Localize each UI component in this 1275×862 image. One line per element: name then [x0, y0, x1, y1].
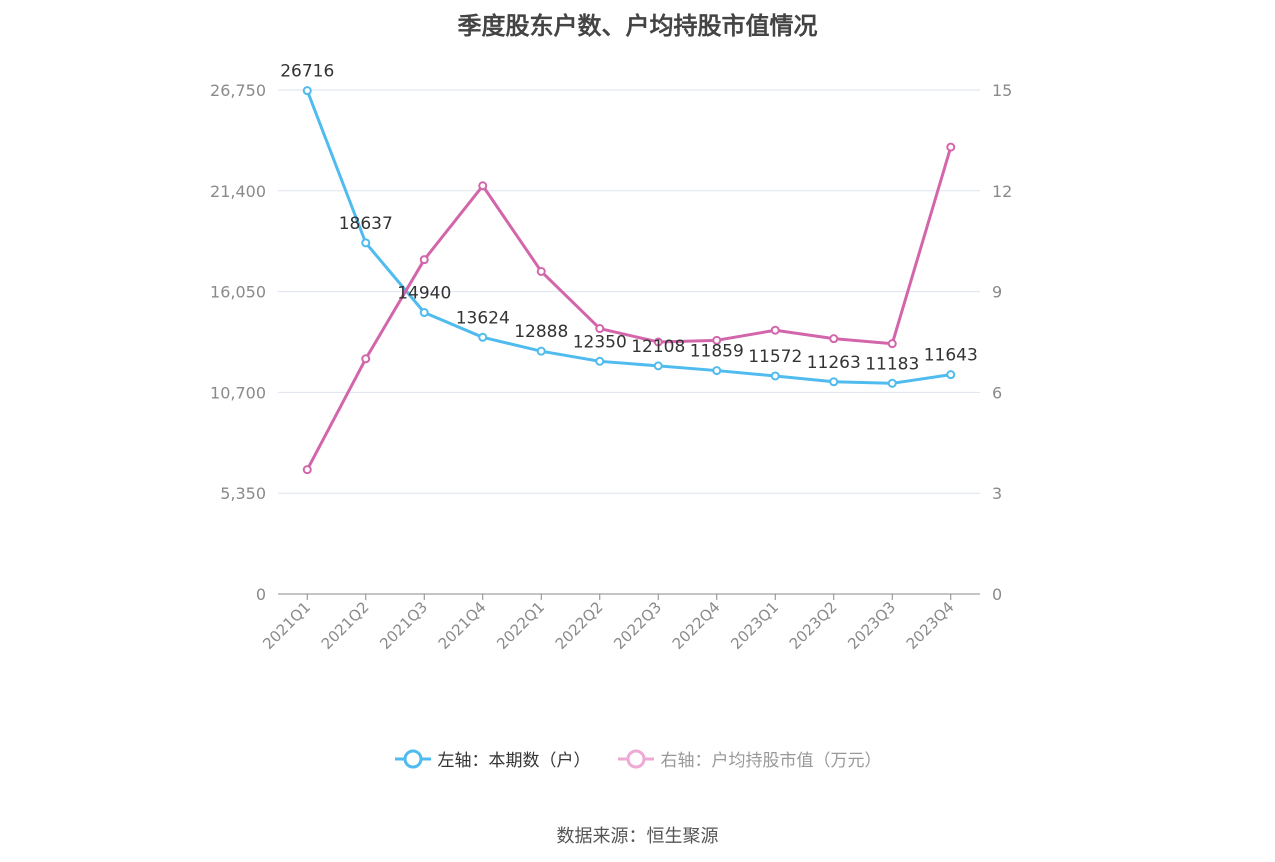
right-axis-tick-label: 3	[992, 484, 1002, 503]
right-series-point[interactable]	[419, 255, 429, 265]
grid-lines	[278, 89, 980, 494]
left-series-point[interactable]	[361, 238, 371, 248]
right-series-point[interactable]	[887, 339, 897, 349]
chart-title: 季度股东户数、户均持股市值情况	[457, 12, 818, 40]
left-series-point[interactable]	[478, 332, 488, 342]
x-axis-tick-label: 2022Q2	[552, 598, 607, 653]
right-series-point[interactable]	[770, 325, 780, 335]
left-axis-tick-label: 10,700	[210, 383, 266, 402]
legend-left-series-icon	[394, 749, 431, 768]
right-series-point[interactable]	[712, 335, 722, 345]
series-lines	[302, 86, 956, 475]
left-series-point[interactable]	[770, 371, 780, 381]
data-label: 26716	[280, 62, 334, 82]
data-label: 13624	[456, 308, 510, 328]
left-series-point[interactable]	[946, 370, 956, 380]
data-label: 11859	[690, 342, 744, 362]
legend-item-right-series[interactable]: 右轴：户均持股市值（万元）	[617, 746, 882, 771]
right-axis-tick-label: 0	[992, 585, 1002, 604]
right-series-point[interactable]	[829, 334, 839, 344]
data-label: 18637	[339, 214, 393, 234]
data-label: 12888	[514, 322, 568, 342]
source-label: 数据来源：恒生聚源	[556, 826, 719, 847]
left-series-point[interactable]	[302, 86, 312, 96]
x-axis-tick-label: 2023Q1	[727, 598, 782, 653]
left-axis-tick-label: 0	[256, 585, 266, 604]
x-axis-tick-label: 2022Q4	[669, 598, 724, 653]
data-label: 12108	[631, 337, 685, 357]
data-label: 11643	[924, 346, 978, 366]
right-series-point[interactable]	[653, 337, 663, 347]
left-series-point[interactable]	[712, 366, 722, 376]
left-series-point[interactable]	[829, 377, 839, 387]
right-series-point[interactable]	[361, 354, 371, 364]
legend-right-series-icon	[617, 749, 654, 768]
legend-left-label: 左轴：本期数（户）	[437, 751, 591, 771]
x-axis-tick-label: 2022Q1	[493, 598, 548, 653]
left-series-line	[305, 90, 951, 385]
data-label: 12350	[573, 332, 627, 352]
left-axis-tick-label: 16,050	[210, 283, 266, 302]
left-series-point[interactable]	[419, 308, 429, 318]
right-series-point[interactable]	[595, 324, 605, 334]
data-label: 11263	[807, 353, 861, 373]
data-label: 14940	[397, 284, 451, 304]
x-axis-tick-label: 2023Q4	[903, 598, 958, 653]
left-series-point[interactable]	[887, 378, 897, 388]
x-axis-tick-label: 2021Q1	[259, 598, 314, 653]
left-axis-tick-label: 5,350	[220, 484, 266, 503]
right-axis-tick-label: 9	[992, 283, 1002, 302]
legend-right-label: 右轴：户均持股市值（万元）	[660, 751, 882, 771]
right-series-point[interactable]	[946, 142, 956, 152]
right-series-point[interactable]	[536, 266, 546, 276]
right-axis-tick-label: 15	[992, 81, 1012, 100]
left-axis-tick-label: 21,400	[210, 182, 266, 201]
x-axis-tick-label: 2021Q3	[376, 598, 431, 653]
x-axis-tick-label: 2023Q2	[786, 598, 841, 653]
right-axis-tick-label: 12	[992, 182, 1012, 201]
right-axis-tick-label: 6	[992, 383, 1002, 402]
right-series-point[interactable]	[302, 465, 312, 475]
x-axis-tick-label: 2021Q4	[435, 598, 490, 653]
left-series-point[interactable]	[595, 356, 605, 366]
left-series-point[interactable]	[653, 361, 663, 371]
right-series-point[interactable]	[478, 181, 488, 191]
data-label: 11183	[865, 354, 919, 374]
right-series-line	[305, 146, 953, 471]
x-axis-tick-label: 2023Q3	[844, 598, 899, 653]
x-axis-tick-label: 2022Q3	[610, 598, 665, 653]
x-axis-tick-label: 2021Q2	[318, 598, 373, 653]
left-axis-tick-label: 26,750	[210, 81, 266, 100]
legend: 左轴：本期数（户） 右轴：户均持股市值（万元）	[0, 746, 1275, 771]
data-label: 11572	[748, 347, 802, 367]
left-series-point[interactable]	[536, 346, 546, 356]
legend-item-left-series[interactable]: 左轴：本期数（户）	[394, 746, 591, 771]
